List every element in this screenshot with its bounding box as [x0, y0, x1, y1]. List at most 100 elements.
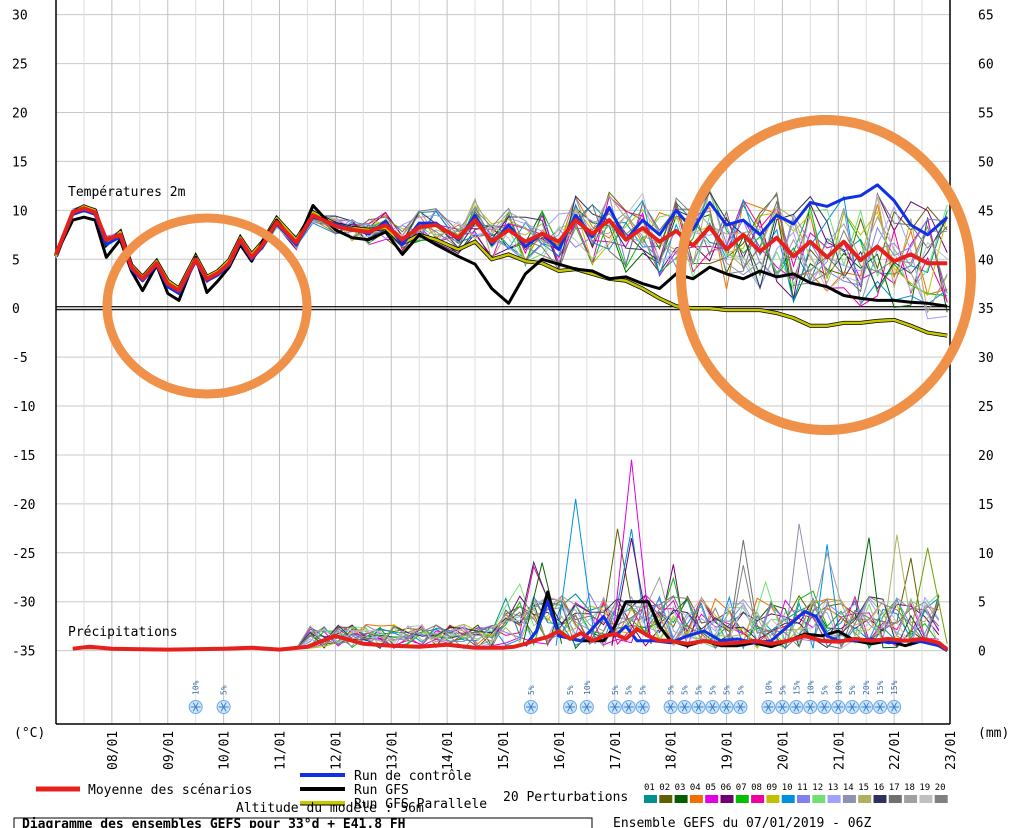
right-tick-label: 45: [978, 204, 994, 219]
perturbation-swatch: [888, 795, 902, 803]
perturbation-swatch: [934, 795, 948, 803]
temperature-line-0: [54, 206, 948, 293]
x-tick-label: 13/01: [385, 731, 400, 770]
snow-percent-label: 10%: [764, 680, 773, 695]
snow-percent-label: 5%: [611, 685, 620, 695]
left-tick-label: -25: [12, 547, 35, 562]
perturbation-number: 16: [874, 783, 885, 793]
perturbation-number: 09: [766, 783, 777, 793]
snowflake-icon: [621, 700, 636, 714]
snow-percent-label: 10%: [192, 680, 201, 695]
left-tick-label: 25: [12, 58, 28, 73]
right-tick-label: 20: [978, 449, 994, 464]
perturbation-swatch: [766, 795, 780, 803]
snow-percent-label: 5%: [778, 685, 787, 695]
snow-percent-label: 10%: [583, 680, 592, 695]
highlight-circle-left: [102, 213, 312, 399]
snowflake-icon: [719, 700, 734, 714]
right-tick-label: 0: [978, 645, 986, 660]
snowflake-icon: [789, 700, 804, 714]
perturbation-number: 14: [843, 783, 854, 793]
snowflake-icon: [817, 700, 832, 714]
legend-gfs-label: Run GFS: [354, 783, 409, 798]
snowflake-icon: [859, 700, 874, 714]
perturbation-number: 02: [659, 783, 670, 793]
left-tick-label: 15: [12, 155, 28, 170]
legend-mean-label: Moyenne des scénarios: [88, 783, 252, 798]
snowflake-icon: [831, 700, 846, 714]
perturbation-swatch: [751, 795, 765, 803]
x-tick-label: 20/01: [776, 731, 791, 770]
snow-percent-label: 5%: [639, 685, 648, 695]
perturbation-swatch: [919, 795, 933, 803]
snow-percent-label: 5%: [723, 685, 732, 695]
perturbation-swatch: [644, 795, 657, 803]
x-axis-ticks: 08/01 09/01 10/01 11/01 12/01 13/01 14/01 15/01…: [106, 731, 959, 770]
x-tick-label: 12/01: [329, 731, 344, 770]
right-tick-label: 5: [978, 596, 986, 611]
temperature-section-label: Températures 2m: [68, 185, 186, 200]
x-tick-label: 18/01: [665, 731, 680, 770]
left-tick-label: -35: [12, 645, 35, 660]
right-axis-unit: (mm): [978, 726, 1009, 741]
perturbation-swatch: [720, 795, 734, 803]
perturbation-number: 04: [690, 783, 701, 793]
snowflake-icon: [635, 700, 650, 714]
snow-percent-label: 15%: [876, 680, 885, 695]
right-tick-label: 25: [978, 400, 994, 415]
precipitation-spike-line: [611, 459, 652, 646]
footer-left-title: Diagramme des ensembles GEFS pour 33°d +…: [22, 817, 406, 828]
perturbation-number: 05: [705, 783, 716, 793]
x-tick-label: 14/01: [441, 731, 456, 770]
perturbation-number: 15: [858, 783, 869, 793]
footer-left-box: [13, 817, 593, 828]
x-tick-label: 16/01: [553, 731, 568, 770]
perturbation-swatch: [812, 795, 826, 803]
snow-percent-label: 5%: [625, 685, 634, 695]
left-tick-label: 5: [12, 253, 20, 268]
snow-percent-label: 5%: [220, 685, 229, 695]
x-tick-label: 09/01: [162, 731, 177, 770]
perturbation-number: 12: [812, 783, 823, 793]
left-tick-label: -30: [12, 596, 35, 611]
perturbation-swatch: [873, 795, 887, 803]
main-series: [54, 183, 949, 652]
perturbation-number: 11: [797, 783, 808, 793]
snowflake-icon: [663, 700, 678, 714]
perturbation-number: 20: [935, 783, 946, 793]
snowflake-icon: [579, 700, 594, 714]
right-tick-label: 10: [978, 547, 994, 562]
right-tick-label: 65: [978, 9, 994, 24]
perturbation-number: 06: [721, 783, 732, 793]
precipitation-line-0: [72, 627, 949, 652]
right-tick-label: 35: [978, 302, 994, 317]
snow-percent-label: 5%: [820, 685, 829, 695]
left-axis-ticks: 30 25 20 15 10 5 0 -5 -10 -15 -20 -25 -30 -35: [12, 9, 35, 660]
snowflake-icon: [803, 700, 818, 714]
snow-percent-label: 5%: [709, 685, 718, 695]
snow-percent-label: 10%: [806, 680, 815, 695]
perturbation-legend: 01 02 03 04 05 06 07 08 09 10 11 12 13 14 15 16 17 18 19 20: [644, 783, 948, 803]
x-tick-label: 10/01: [218, 731, 233, 770]
legend-perturbations-label: 20 Perturbations: [503, 790, 628, 805]
snowflake-icon: [523, 700, 538, 714]
perturbation-swatch: [842, 795, 856, 803]
perturbation-number: 10: [782, 783, 793, 793]
right-tick-label: 55: [978, 107, 994, 122]
perturbation-number: 03: [675, 783, 686, 793]
perturbation-swatch: [735, 795, 749, 803]
snowflake-icon: [607, 700, 622, 714]
precipitation-spike-line: [907, 547, 948, 646]
right-tick-label: 50: [978, 155, 994, 170]
snowflake-icon: [845, 700, 860, 714]
precipitation-section-label: Précipitations: [68, 625, 178, 640]
altitude-label: Altitude du modèle : 56m: [236, 801, 424, 816]
snowflake-icon: [188, 700, 203, 714]
x-tick-label: 23/01: [944, 731, 959, 770]
left-tick-label: -10: [12, 400, 35, 415]
left-tick-label: 0: [12, 302, 20, 317]
perturbation-number: 18: [904, 783, 915, 793]
snow-percent-label: 10%: [834, 680, 843, 695]
left-tick-label: -15: [12, 449, 35, 464]
